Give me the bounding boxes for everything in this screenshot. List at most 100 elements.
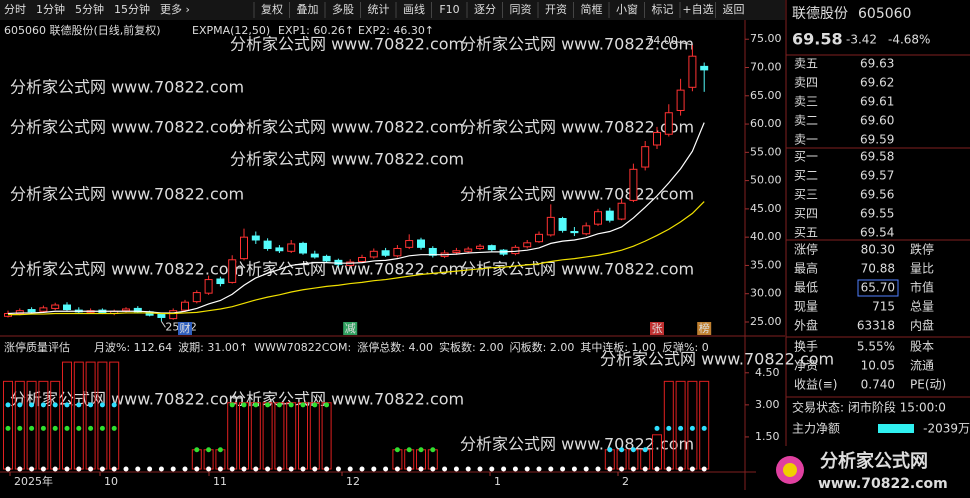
candle-body [299, 242, 307, 254]
period-tab[interactable]: 1分钟 [36, 2, 65, 16]
toolbar-button[interactable]: 同资 [510, 3, 532, 16]
stat-label: 最高 [794, 261, 818, 276]
stat-label: 市值 [910, 280, 934, 295]
panel-stat: 反弹%: 0 [662, 340, 709, 354]
candle-body [535, 233, 543, 243]
cyan-dot [64, 402, 70, 408]
white-dot [359, 466, 365, 472]
bid-price: 69.57 [860, 169, 894, 183]
cyan-dot [17, 402, 23, 408]
y-tick-label: 35.00 [750, 258, 782, 271]
candle-body [476, 245, 484, 249]
white-dot [465, 466, 471, 472]
green-dot [194, 447, 200, 453]
white-dot [383, 466, 389, 472]
white-dot [394, 466, 400, 472]
toolbar-button[interactable]: 简框 [581, 2, 603, 16]
change-pct: -4.68% [888, 33, 930, 47]
green-dot [394, 447, 400, 453]
logo[interactable]: 分析家公式网 www.70822.com [756, 446, 970, 498]
toolbar-button[interactable]: 叠加 [297, 3, 319, 16]
value-box [857, 279, 899, 297]
ask-price: 69.62 [860, 76, 894, 90]
bid-label: 买四 [794, 207, 818, 221]
white-dot [312, 466, 318, 472]
candle-body [310, 253, 319, 258]
white-dot [99, 466, 105, 472]
white-dot [347, 466, 353, 472]
green-dot [52, 425, 58, 431]
stock-name: 联德股份 [792, 6, 848, 22]
toolbar-button[interactable]: 统计 [368, 3, 390, 16]
cyan-dot [5, 402, 11, 408]
watermark: 分析家公式网 www.70822.com [230, 260, 464, 279]
panel-stat: 其中连板: 1.00 [580, 340, 656, 354]
white-dot [430, 466, 436, 472]
bid-price: 69.58 [860, 150, 894, 164]
white-dot [418, 466, 424, 472]
white-dot [630, 466, 636, 472]
white-dot [536, 466, 542, 472]
white-dot [607, 466, 613, 472]
y-tick-label: 25.00 [750, 315, 782, 328]
toolbar-button[interactable]: 多股 [332, 2, 354, 16]
y-tick-label: 75.00 [750, 32, 782, 45]
white-dot [253, 466, 259, 472]
panel-stat: 实板数: 2.00 [439, 340, 504, 354]
toolbar-button[interactable]: 开资 [545, 3, 567, 16]
candle-body [417, 239, 425, 248]
period-tab[interactable]: 更多 › [160, 2, 190, 16]
period-tab[interactable]: 分时 [4, 3, 26, 16]
toolbar-button[interactable]: +自选 [682, 3, 713, 16]
period-tab[interactable]: 5分钟 [75, 2, 104, 16]
bid-price: 69.54 [860, 226, 894, 240]
period-tab[interactable]: 15分钟 [114, 2, 150, 16]
ask-price: 69.63 [860, 57, 894, 71]
stat-value: 70.88 [861, 262, 895, 276]
green-dot [5, 425, 11, 431]
cyan-dot [76, 402, 82, 408]
candle-body [181, 301, 189, 311]
event-marker[interactable]: 榜 [699, 321, 710, 335]
event-marker[interactable]: 财 [180, 321, 191, 335]
panel-tick-label: 3.00 [755, 398, 780, 411]
toolbar [0, 0, 785, 20]
white-dot [241, 466, 247, 472]
logo-title: 分析家公式网 [820, 450, 928, 472]
event-marker[interactable]: 张 [652, 322, 663, 335]
toolbar-button[interactable]: F10 [439, 3, 459, 16]
toolbar-button[interactable]: 标记 [652, 2, 674, 16]
white-dot [512, 466, 518, 472]
y-tick-label: 45.00 [750, 202, 782, 215]
green-dot [406, 447, 412, 453]
white-dot [170, 466, 176, 472]
y-tick-label: 30.00 [750, 287, 782, 300]
annotation: 74.00 [646, 34, 678, 47]
candle-body [452, 250, 461, 253]
candle-body [169, 310, 178, 320]
stat-label: PE(动) [910, 378, 946, 392]
white-dot [111, 466, 117, 472]
event-marker[interactable]: 减 [345, 322, 356, 335]
candle-body [605, 210, 614, 221]
white-dot [147, 466, 153, 472]
white-dot [135, 466, 141, 472]
toolbar-button[interactable]: 逐分 [474, 3, 496, 16]
toolbar-button[interactable]: 复权 [261, 2, 283, 16]
watermark: 分析家公式网 www.70822.com [10, 78, 244, 97]
stat-value: 5.55% [857, 340, 895, 354]
candle-body [51, 304, 60, 309]
cyan-dot [642, 447, 648, 453]
toolbar-button[interactable]: 小窗 [616, 2, 638, 16]
green-dot [29, 425, 35, 431]
stat-label: 内盘 [910, 318, 934, 333]
green-dot [111, 425, 117, 431]
candle-body [358, 257, 366, 262]
toolbar-button[interactable]: 返回 [723, 3, 745, 16]
watermark: 分析家公式网 www.70822.com [460, 35, 694, 54]
toolbar-button[interactable]: 画线 [403, 2, 425, 16]
ask-price: 69.61 [860, 95, 894, 109]
stat-value: 0.740 [861, 378, 895, 392]
logo-url: www.70822.com [818, 476, 948, 492]
white-dot [229, 466, 235, 472]
